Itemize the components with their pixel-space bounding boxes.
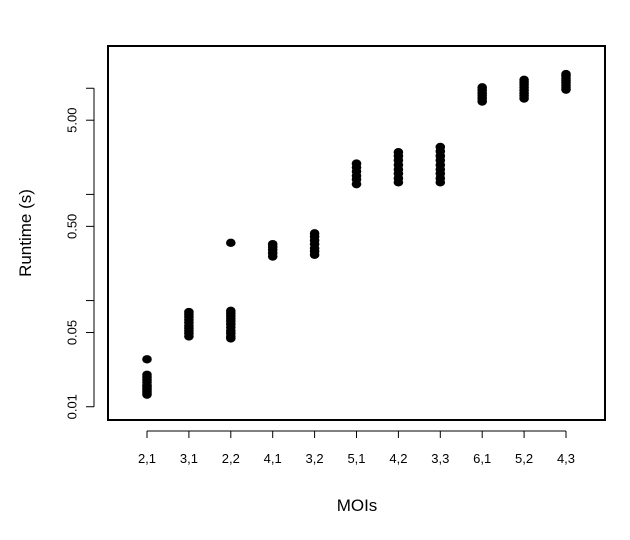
data-point [267, 252, 278, 261]
data-point [561, 85, 571, 94]
data-point [393, 178, 404, 187]
data-point [142, 355, 152, 364]
x-tick-label: 5,2 [515, 451, 533, 466]
x-tick-label: 4,2 [389, 451, 407, 466]
x-axis: 2,1 3,1 2,2 4,1 3,2 5,1 4,2 3,3 6,1 5,2 4,3 [138, 430, 575, 466]
y-tick-label: 0.50 [64, 214, 79, 239]
y-tick-label: 0.01 [64, 394, 79, 419]
y-axis: 0.01 0.05 0.50 5.00 [64, 87, 95, 419]
data-point [226, 238, 236, 248]
data-point [435, 178, 446, 187]
data-point [309, 250, 320, 259]
x-tick-label: 2,1 [138, 451, 156, 466]
x-tick-label: 3,1 [180, 451, 198, 466]
x-tick-label: 3,2 [306, 451, 324, 466]
data-point [351, 179, 362, 189]
data-point [226, 334, 236, 343]
x-tick-label: 4,3 [557, 451, 575, 466]
data-point [519, 94, 529, 103]
x-tick-label: 4,1 [264, 451, 282, 466]
y-tick-label: 0.05 [64, 320, 79, 345]
y-axis-title: Runtime (s) [16, 189, 35, 277]
data-point [477, 97, 488, 106]
data-points [142, 69, 571, 399]
data-point [184, 332, 194, 341]
x-tick-label: 2,2 [222, 451, 240, 466]
x-tick-label: 3,3 [431, 451, 449, 466]
x-axis-title: MOIs [337, 496, 378, 515]
data-point [142, 390, 152, 399]
y-tick-label: 5.00 [64, 108, 79, 133]
x-tick-label: 5,1 [347, 451, 365, 466]
plot-frame [107, 45, 606, 421]
x-tick-label: 6,1 [473, 451, 491, 466]
